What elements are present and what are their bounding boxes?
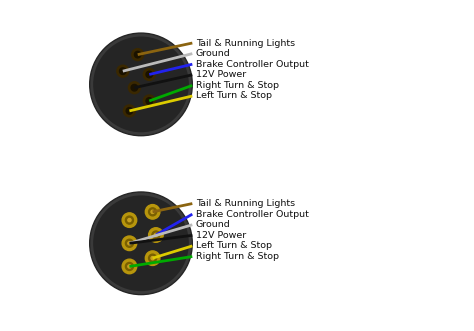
Text: 12V Power: 12V Power <box>196 70 246 79</box>
Text: 12V Power: 12V Power <box>196 231 246 240</box>
Circle shape <box>90 33 192 136</box>
Text: Ground: Ground <box>196 49 230 58</box>
Circle shape <box>148 254 156 262</box>
Circle shape <box>146 251 160 265</box>
Circle shape <box>146 98 153 104</box>
Circle shape <box>117 65 129 77</box>
Circle shape <box>151 210 154 213</box>
Circle shape <box>90 192 192 295</box>
Circle shape <box>152 231 160 239</box>
Circle shape <box>119 68 126 74</box>
Text: Tail & Running Lights: Tail & Running Lights <box>196 38 295 48</box>
Text: Brake Controller Output: Brake Controller Output <box>196 210 309 219</box>
Text: Right Turn & Stop: Right Turn & Stop <box>196 81 279 90</box>
Text: Right Turn & Stop: Right Turn & Stop <box>196 252 279 261</box>
Circle shape <box>149 228 163 242</box>
Circle shape <box>122 213 137 227</box>
Circle shape <box>135 51 141 58</box>
Circle shape <box>128 218 131 222</box>
Circle shape <box>126 216 133 224</box>
Text: Left Turn & Stop: Left Turn & Stop <box>196 91 272 101</box>
Circle shape <box>131 84 137 91</box>
Circle shape <box>143 95 155 107</box>
Circle shape <box>126 239 133 247</box>
Text: Tail & Running Lights: Tail & Running Lights <box>196 199 295 208</box>
Circle shape <box>128 265 131 268</box>
Text: Left Turn & Stop: Left Turn & Stop <box>196 241 272 251</box>
Circle shape <box>126 262 133 270</box>
Circle shape <box>143 69 155 80</box>
Circle shape <box>128 82 140 94</box>
Circle shape <box>132 49 144 61</box>
Circle shape <box>146 205 160 219</box>
Circle shape <box>148 208 156 216</box>
Circle shape <box>126 108 133 114</box>
Circle shape <box>122 259 137 274</box>
Circle shape <box>123 105 136 117</box>
Text: Ground: Ground <box>196 220 230 229</box>
Circle shape <box>155 233 157 237</box>
Circle shape <box>146 71 153 78</box>
Text: Brake Controller Output: Brake Controller Output <box>196 60 309 69</box>
Circle shape <box>122 236 137 251</box>
Circle shape <box>151 257 154 260</box>
Circle shape <box>128 242 131 245</box>
